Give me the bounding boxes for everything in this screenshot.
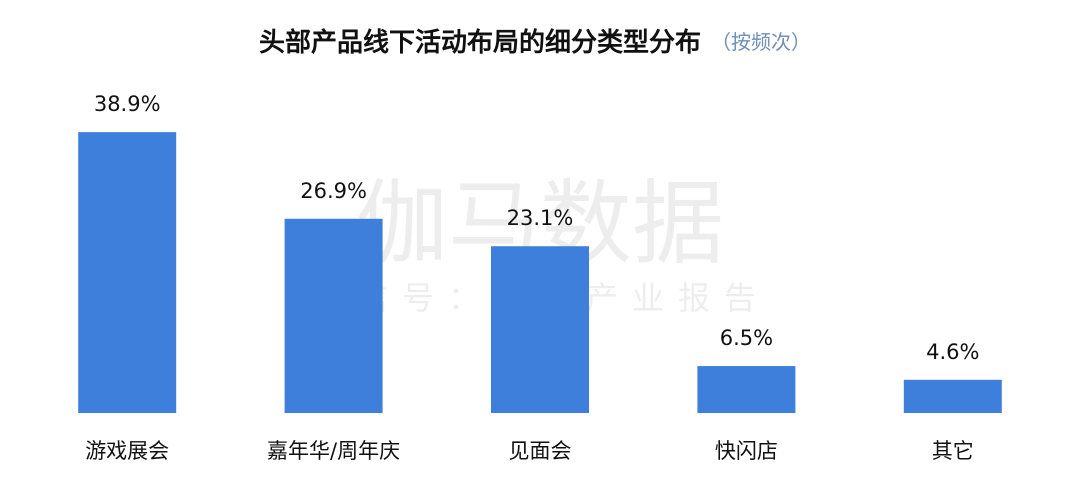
x-tick-label: 其它 <box>932 439 974 463</box>
bar <box>903 379 1002 413</box>
x-tick-label: 嘉年华/周年庆 <box>267 439 400 463</box>
x-tick-label: 快闪店 <box>715 439 778 463</box>
chart-heading: 头部产品线下活动布局的细分类型分布 （按频次） <box>259 27 811 58</box>
x-tick-label: 见面会 <box>509 439 572 463</box>
chart-title: 头部产品线下活动布局的细分类型分布 <box>259 27 701 58</box>
bar <box>697 366 796 413</box>
bar <box>491 246 589 413</box>
bar <box>284 218 383 413</box>
value-label: 38.9% <box>94 92 161 116</box>
bar <box>78 132 177 413</box>
value-label: 6.5% <box>720 326 773 350</box>
x-tick-label: 游戏展会 <box>85 439 169 463</box>
value-label: 4.6% <box>926 340 979 364</box>
value-label: 23.1% <box>507 206 574 230</box>
value-label: 26.9% <box>300 179 367 203</box>
chart-subtitle: （按频次） <box>711 30 811 54</box>
